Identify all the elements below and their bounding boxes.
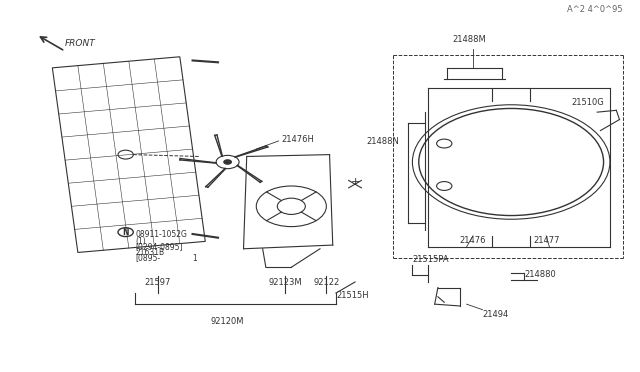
Text: 92122: 92122 bbox=[313, 278, 339, 287]
Text: 214880: 214880 bbox=[524, 270, 556, 279]
Text: 21494: 21494 bbox=[483, 310, 509, 319]
Text: 08911-1052G: 08911-1052G bbox=[135, 230, 187, 238]
Text: [0294-0895]: [0294-0895] bbox=[135, 243, 182, 251]
Text: 21476: 21476 bbox=[460, 236, 486, 245]
Text: 21597: 21597 bbox=[145, 278, 171, 287]
Text: 21515PA: 21515PA bbox=[412, 254, 449, 263]
Text: 92120M: 92120M bbox=[211, 317, 244, 326]
Text: 21515H: 21515H bbox=[336, 291, 369, 300]
Text: 1: 1 bbox=[193, 254, 197, 263]
Text: N: N bbox=[122, 228, 129, 237]
Text: 21476H: 21476H bbox=[282, 135, 315, 144]
Circle shape bbox=[224, 160, 232, 164]
Text: +: + bbox=[350, 177, 360, 187]
Text: 21477: 21477 bbox=[533, 236, 559, 245]
Text: 21631B: 21631B bbox=[135, 248, 164, 257]
Text: 21488N: 21488N bbox=[367, 137, 399, 146]
Text: A^2 4^0^95: A^2 4^0^95 bbox=[567, 5, 623, 14]
Text: 92123M: 92123M bbox=[268, 278, 302, 287]
Text: (1): (1) bbox=[135, 237, 146, 246]
Text: 21510G: 21510G bbox=[572, 99, 604, 108]
Text: [0895-: [0895- bbox=[135, 254, 161, 263]
Text: 21488M: 21488M bbox=[453, 35, 486, 44]
Text: FRONT: FRONT bbox=[65, 39, 96, 48]
